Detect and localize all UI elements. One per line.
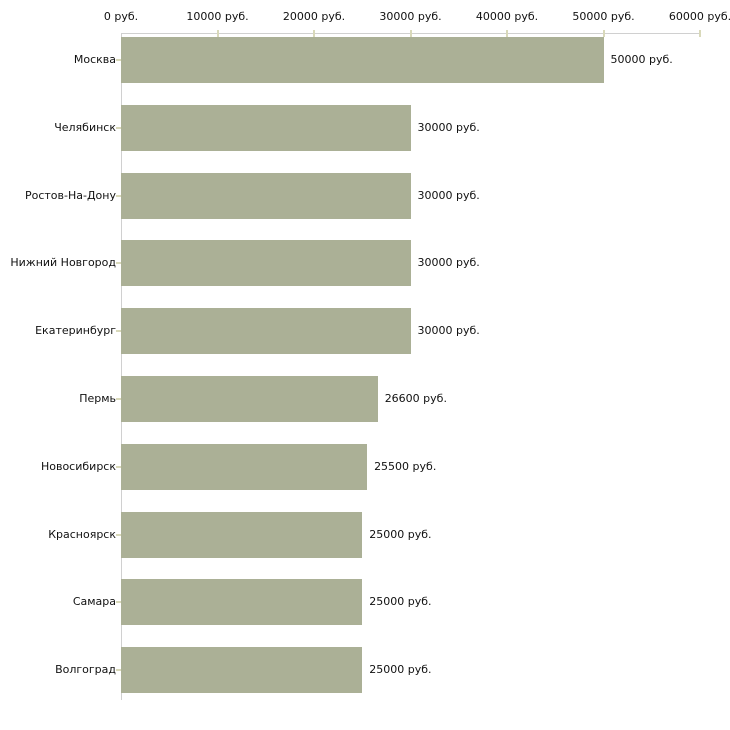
x-axis-tick-mark	[602, 30, 605, 37]
bar-Волгоград	[121, 647, 363, 694]
category-label: Нижний Новгород	[10, 256, 116, 270]
bar-Челябинск	[121, 104, 411, 151]
category-tick-mark	[116, 59, 121, 61]
category-label: Челябинск	[54, 120, 116, 134]
value-label: 25500 руб.	[374, 459, 437, 473]
category-label: Екатеринбург	[35, 324, 116, 338]
bar-Москва	[121, 37, 604, 83]
x-tick-label: 40000 руб.	[475, 10, 539, 23]
category-tick-mark	[116, 262, 121, 265]
x-axis-tick-mark	[506, 30, 508, 37]
x-axis-tick-mark	[699, 30, 701, 37]
x-tick-label: 30000 руб.	[379, 10, 442, 23]
value-label: 26600 руб.	[384, 392, 447, 405]
value-label: 25000 руб.	[369, 527, 432, 541]
category-label: Красноярск	[48, 527, 116, 541]
x-axis-tick-mark	[409, 30, 412, 37]
x-tick-label: 60000 руб.	[668, 10, 730, 23]
bar-Пермь	[121, 376, 378, 422]
category-label: Ростов-На-Дону	[24, 188, 116, 202]
category-label: Волгоград	[55, 663, 116, 677]
category-tick-mark	[116, 601, 121, 604]
category-label: Новосибирск	[40, 459, 116, 473]
bar-Нижний Новгород	[121, 240, 411, 287]
value-label: 30000 руб.	[417, 324, 480, 338]
x-tick-label: 50000 руб.	[572, 10, 635, 23]
category-tick-mark	[116, 126, 121, 129]
value-label: 30000 руб.	[417, 188, 480, 202]
category-tick-mark	[116, 533, 121, 536]
bar-Новосибирск	[121, 443, 368, 490]
bar-Екатеринбург	[121, 308, 411, 355]
category-label: Москва	[73, 53, 116, 66]
x-tick-label: 0 руб.	[103, 10, 139, 23]
value-label: 25000 руб.	[369, 663, 432, 677]
value-label: 30000 руб.	[417, 256, 480, 270]
x-axis-tick-mark	[313, 30, 315, 37]
bar-Ростов-На-Дону	[121, 172, 411, 219]
category-tick-mark	[116, 465, 121, 468]
bar-Самара	[121, 579, 363, 626]
category-tick-mark	[116, 669, 121, 672]
x-axis-tick-mark	[216, 30, 219, 37]
category-label: Пермь	[79, 392, 116, 405]
value-label: 30000 руб.	[417, 120, 480, 134]
category-tick-mark	[116, 330, 121, 333]
value-label: 50000 руб.	[610, 53, 673, 66]
bar-Красноярск	[121, 511, 363, 558]
category-label: Самара	[72, 595, 116, 609]
x-tick-label: 20000 руб.	[282, 10, 346, 23]
category-tick-mark	[116, 194, 121, 197]
x-tick-label: 10000 руб.	[186, 10, 249, 23]
category-tick-mark	[116, 398, 121, 400]
value-label: 25000 руб.	[369, 595, 432, 609]
